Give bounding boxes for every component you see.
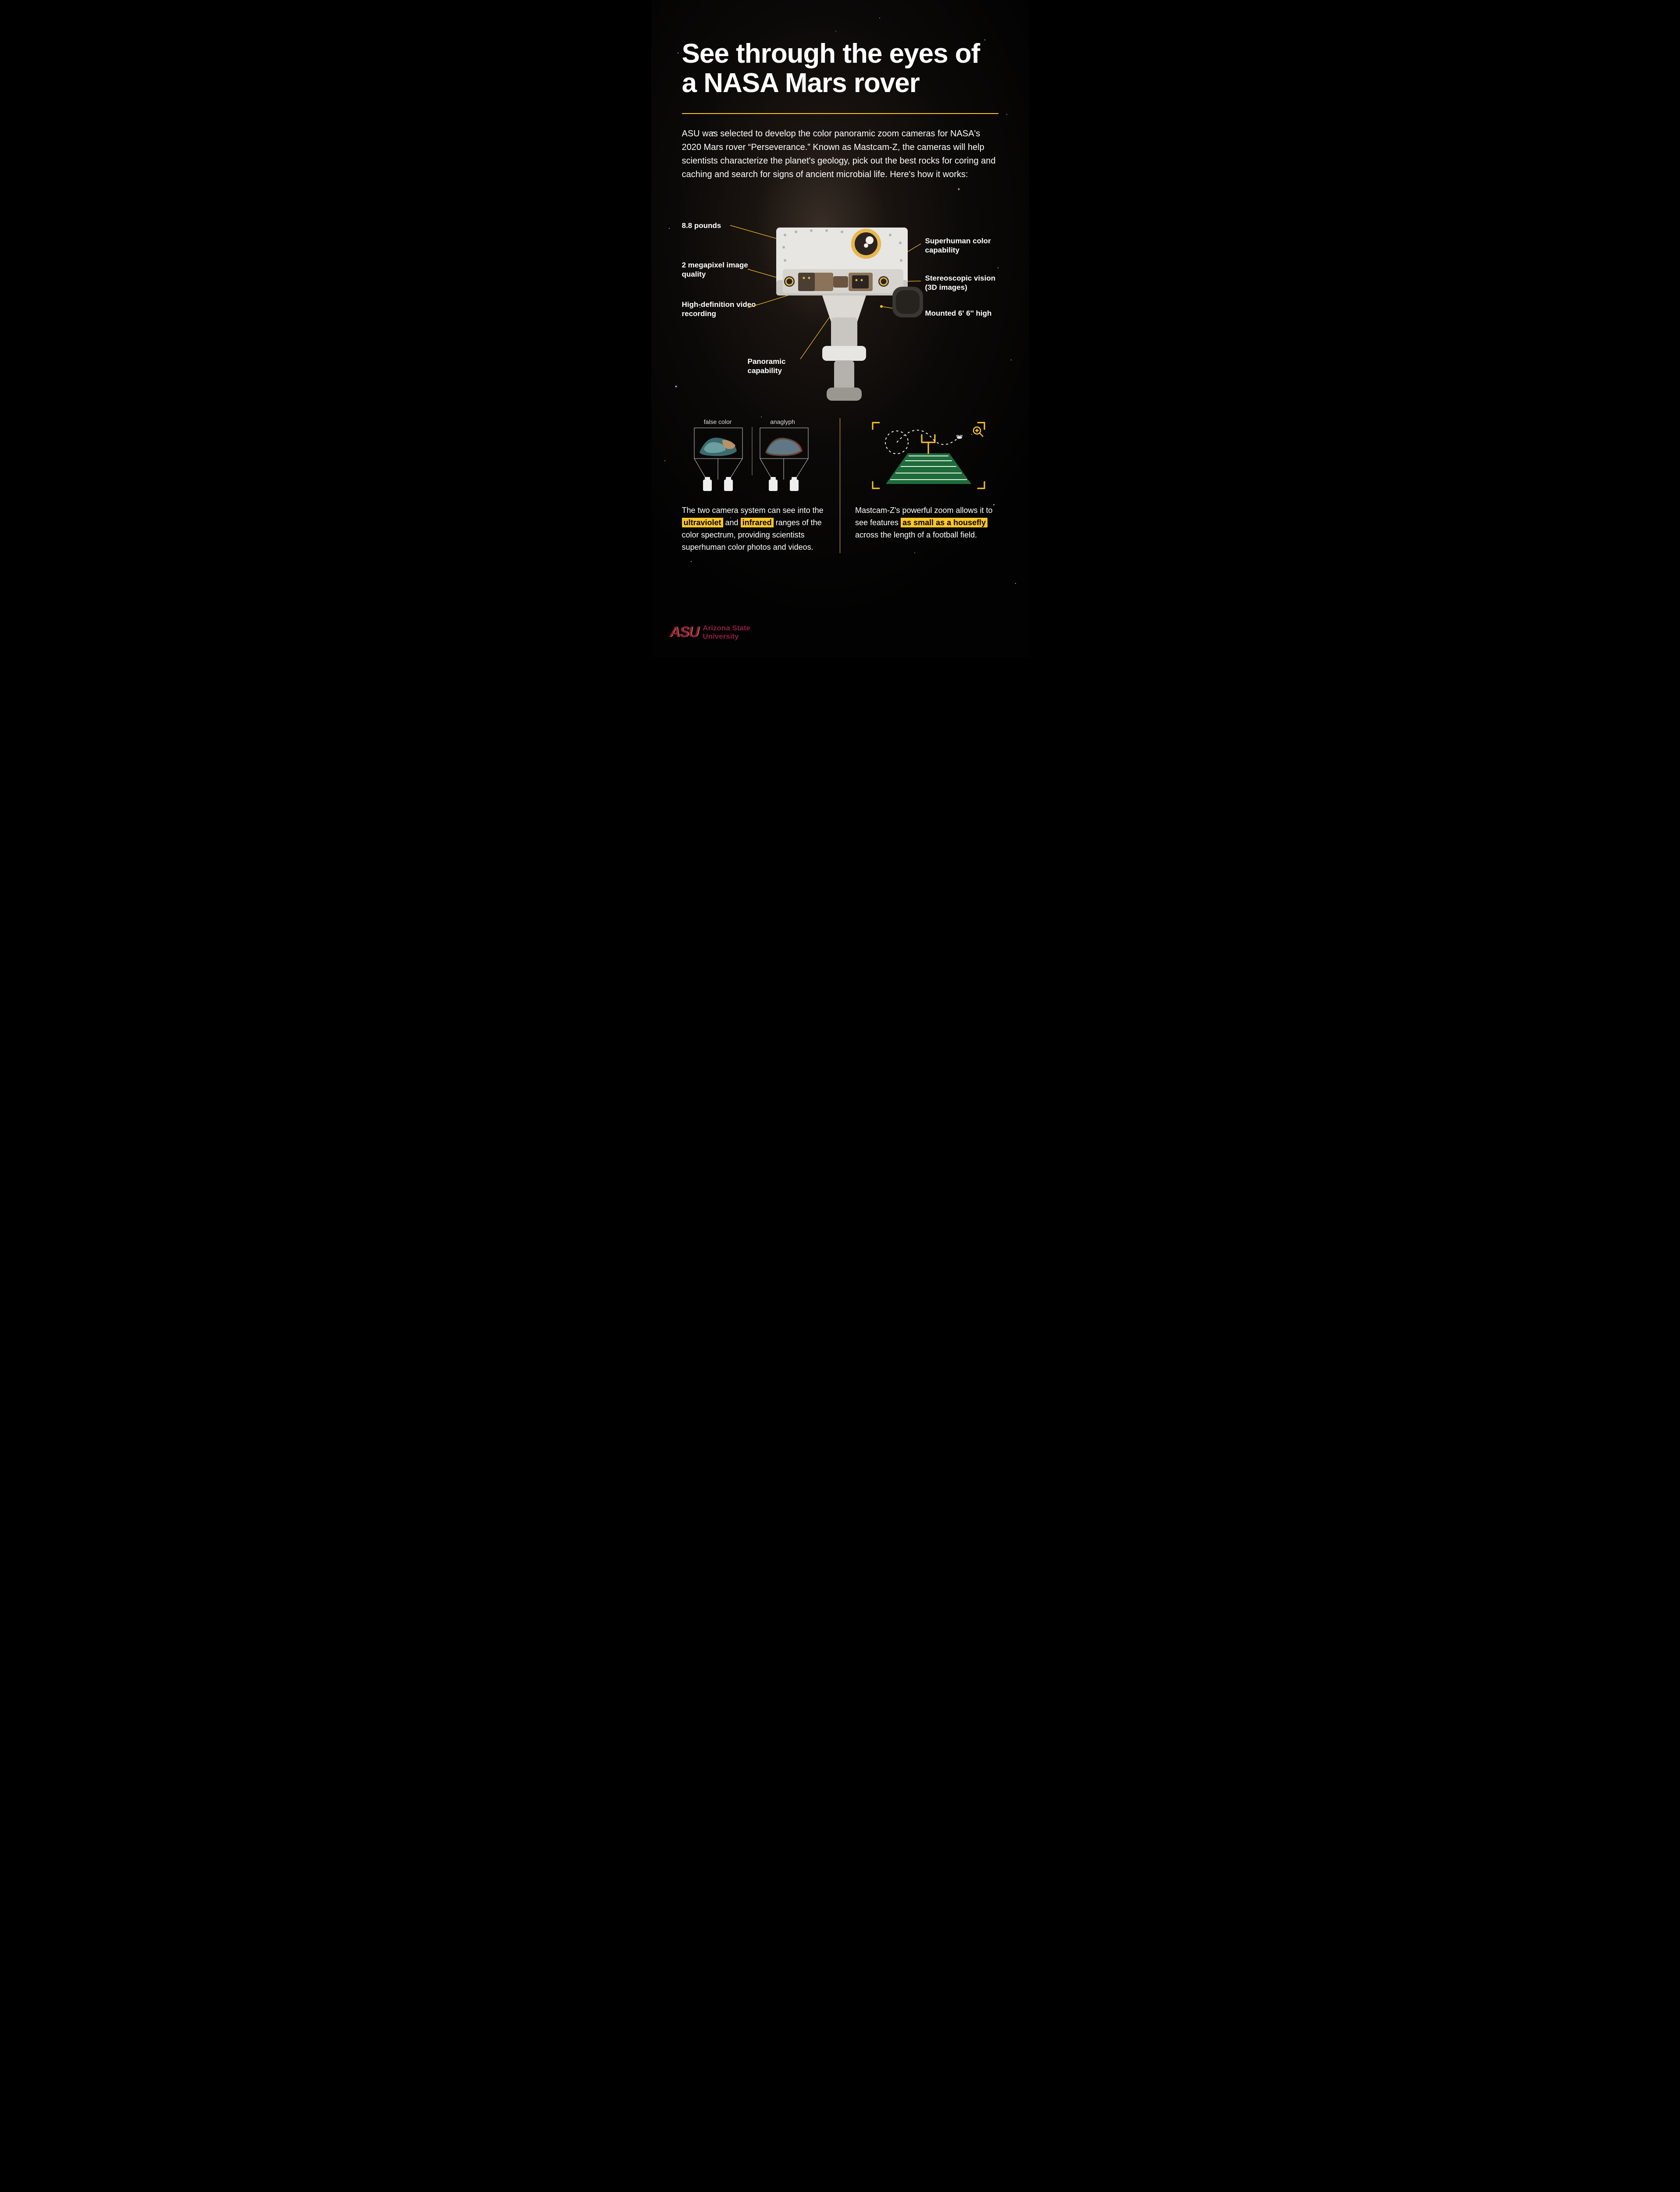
infographic-page: See through the eyes of a NASA Mars rove… bbox=[651, 0, 1029, 658]
mastcam-diagram: 8.8 pounds 2 megapixel image quality Hig… bbox=[682, 195, 998, 414]
right-panel-text: Mastcam-Z's powerful zoom allows it to s… bbox=[855, 505, 998, 541]
page-title: See through the eyes of a NASA Mars rove… bbox=[682, 39, 998, 98]
highlight-infrared: infrared bbox=[741, 518, 774, 527]
left-panel: false color anaglyph bbox=[682, 418, 840, 554]
footer-logo: ASU Arizona StateUniversity bbox=[670, 624, 750, 641]
content: See through the eyes of a NASA Mars rove… bbox=[651, 0, 1029, 553]
bottom-row: false color anaglyph bbox=[682, 418, 998, 554]
highlight-housefly: as small as a housefly bbox=[901, 518, 987, 527]
rover-head bbox=[776, 228, 923, 401]
label-false-color: false color bbox=[696, 418, 740, 425]
asu-name: Arizona StateUniversity bbox=[703, 624, 750, 641]
highlight-ultraviolet: ultraviolet bbox=[682, 518, 723, 527]
football-field-graphic bbox=[855, 418, 998, 495]
rover-illustration bbox=[682, 195, 998, 414]
intro-text: ASU was selected to develop the color pa… bbox=[682, 127, 998, 181]
title-divider bbox=[682, 113, 998, 114]
false-color-anaglyph-graphic: false color anaglyph bbox=[682, 418, 825, 495]
asu-wordmark: ASU bbox=[670, 624, 699, 641]
left-panel-text: The two camera system can see into the u… bbox=[682, 505, 825, 554]
label-anaglyph: anaglyph bbox=[761, 418, 805, 425]
right-panel: Mastcam-Z's powerful zoom allows it to s… bbox=[840, 418, 998, 554]
